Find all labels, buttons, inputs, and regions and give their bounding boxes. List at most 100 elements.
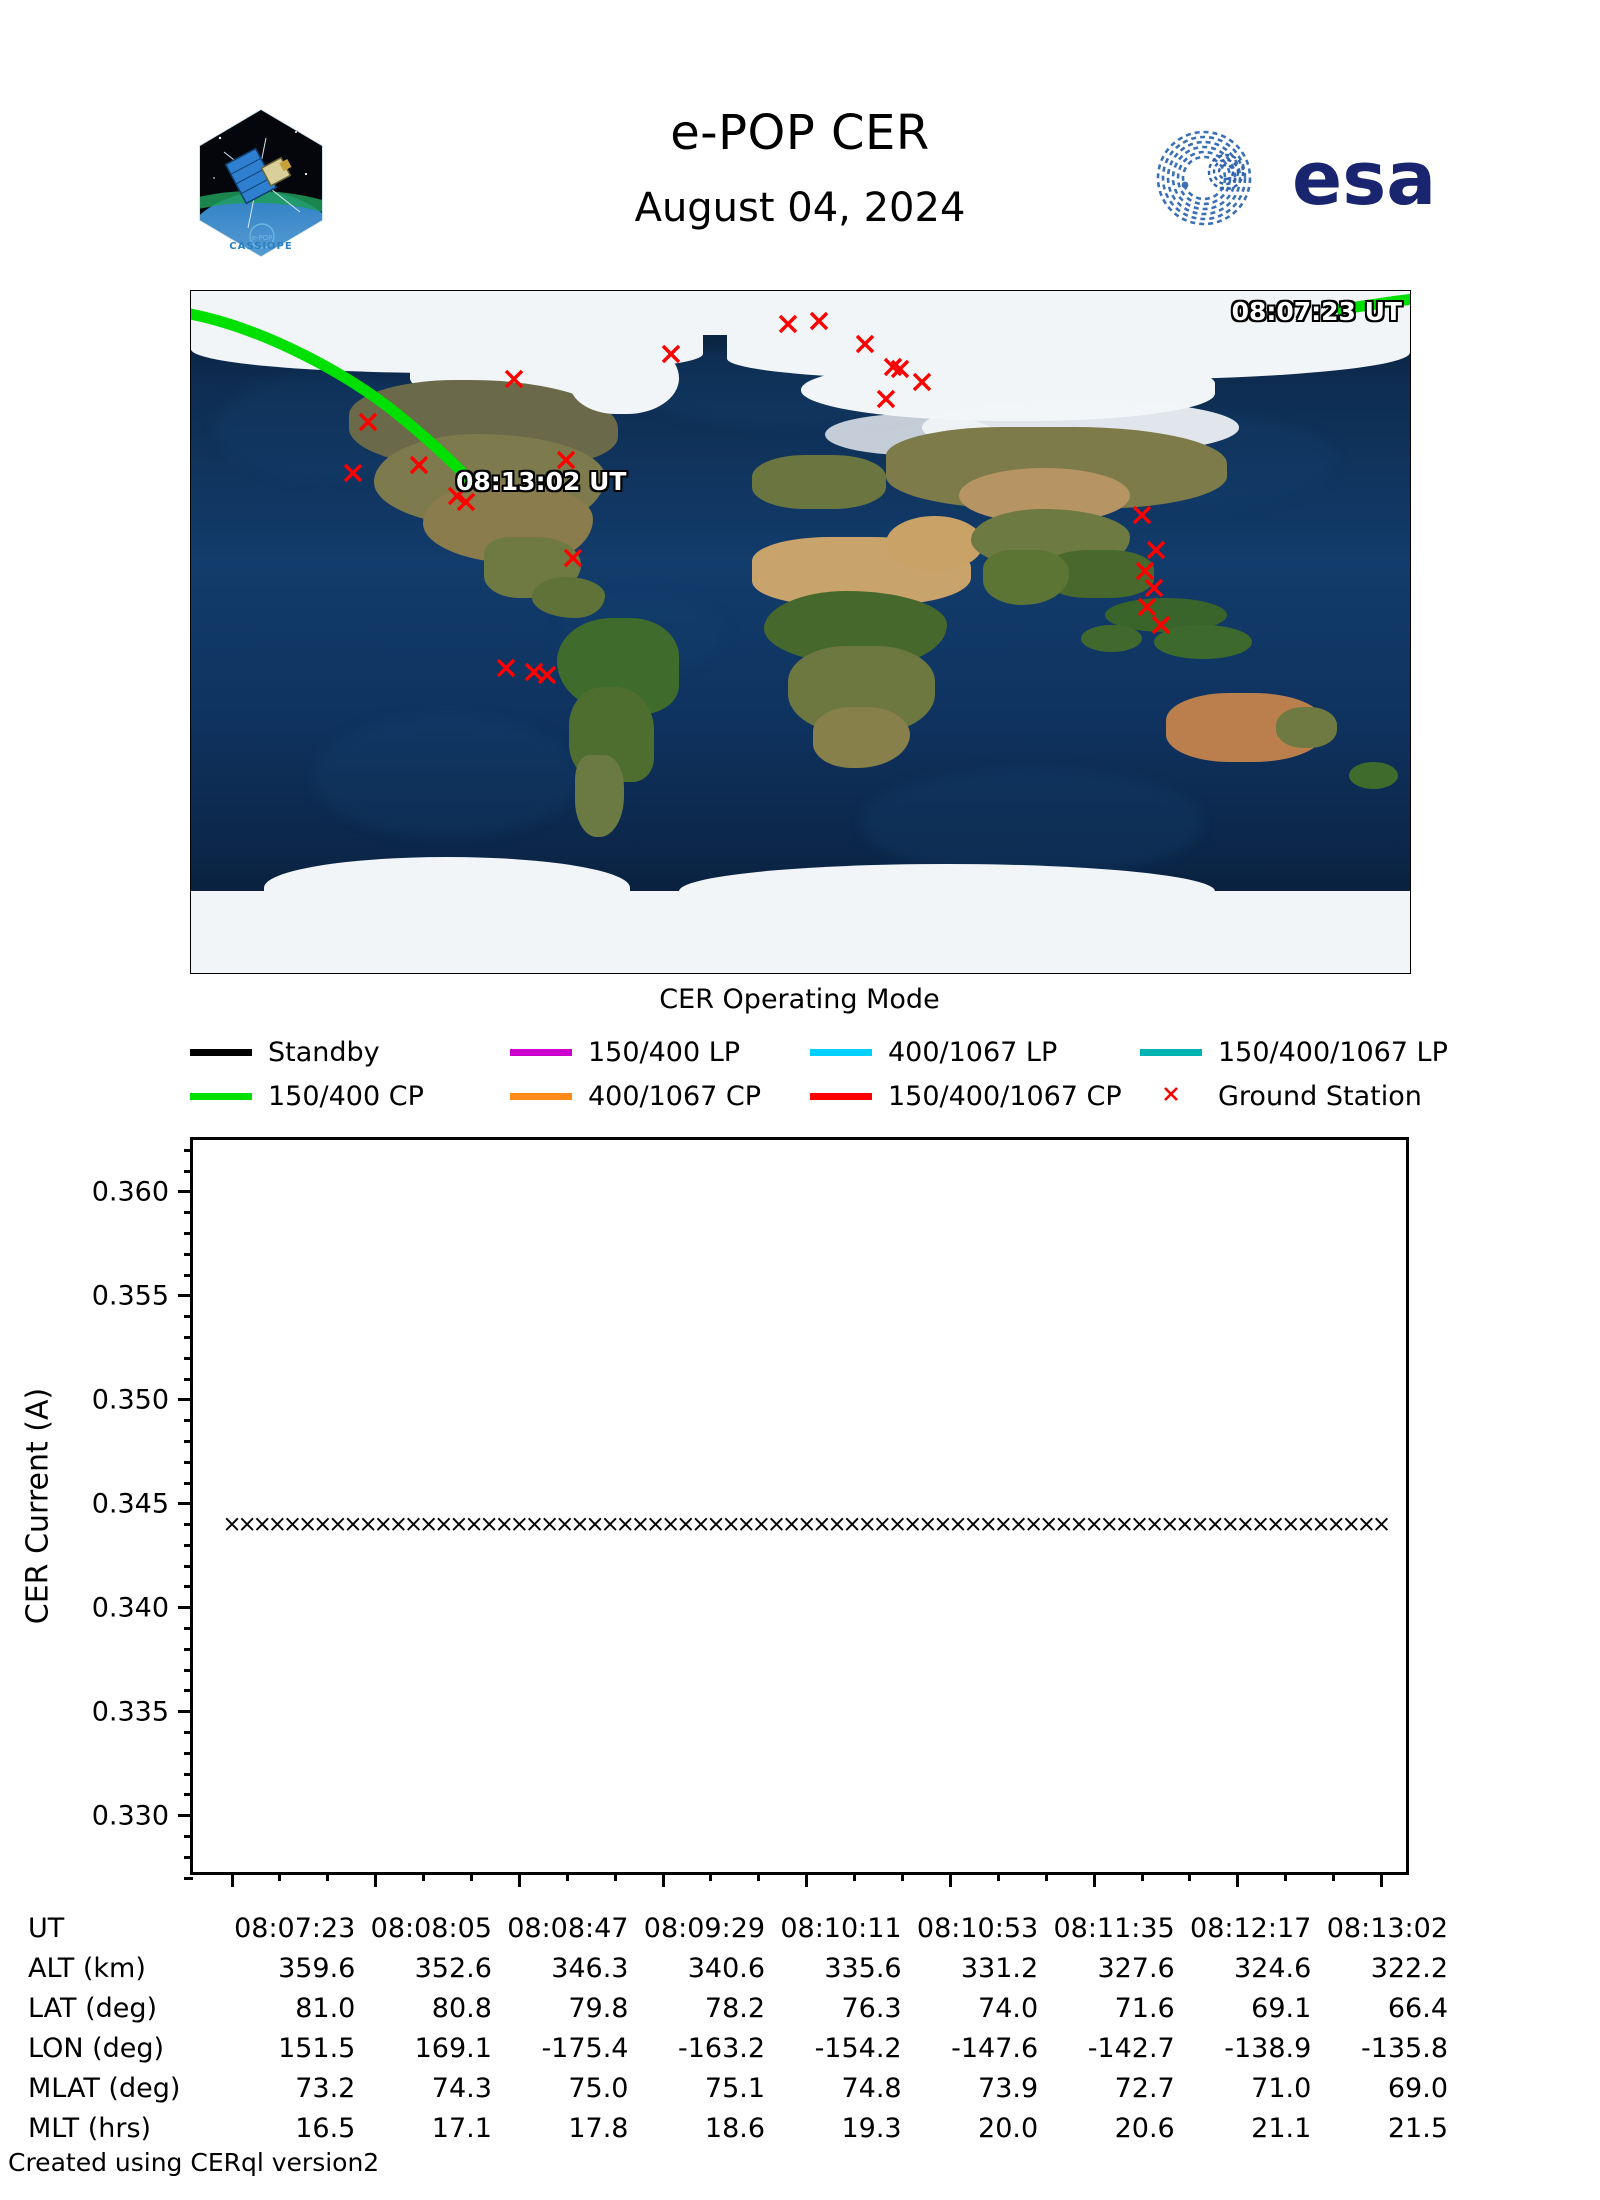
table-row-label: MLAT (deg)	[28, 2072, 181, 2104]
data-point-marker: ×	[464, 1511, 484, 1538]
cassiope-logo-text: CASSIOPE	[229, 241, 292, 252]
table-cell: 16.5	[295, 2112, 356, 2144]
table-cell: 17.1	[431, 2112, 492, 2144]
data-point-marker: ×	[1084, 1511, 1104, 1538]
ground-station-icon	[1150, 614, 1172, 640]
y-tick-minor	[184, 1564, 193, 1568]
table-row: LAT (deg) 81.0 80.8 79.8 78.2 76.3 74.0 71.6 69.…	[28, 1988, 1448, 2028]
data-point-marker: ×	[449, 1511, 469, 1538]
data-point-marker: ×	[1266, 1511, 1286, 1538]
legend-item[interactable]: Ground Station	[1140, 1080, 1422, 1112]
data-point-marker: ×	[857, 1511, 877, 1538]
legend-item[interactable]: 150/400/1067 CP	[810, 1081, 1140, 1112]
table-cell: 08:08:47	[507, 1912, 629, 1944]
map-caption: CER Operating Mode	[659, 984, 940, 1015]
x-tick-major	[948, 1872, 952, 1887]
cassiope-mission-logo: e-POP CASSIOPE	[196, 108, 326, 258]
x-tick-major	[661, 1872, 665, 1887]
legend-item[interactable]: 150/400/1067 LP	[1140, 1037, 1448, 1068]
y-tick-major	[178, 1606, 193, 1610]
legend-row: 150/400 CP 400/1067 CP 150/400/1067 CP Grou…	[190, 1074, 1422, 1118]
cer-current-plot[interactable]: 0.360 0.355 0.350 0.345 0.340 0.335 0.330 × × × ×…	[92, 1137, 1409, 1887]
table-cell: 21.1	[1251, 2112, 1312, 2144]
x-tick-major	[374, 1872, 378, 1887]
x-tick-minor	[469, 1872, 473, 1881]
y-tick-minor	[184, 1772, 193, 1776]
x-tick-minor	[757, 1872, 761, 1881]
table-row: UT 08:07:23 08:08:05 08:08:47 08:09:29 08:10:…	[28, 1908, 1448, 1948]
esa-logo: esa	[1152, 128, 1482, 228]
world-map-panel[interactable]: 08:07:23 UT 08:13:02 UT	[190, 290, 1411, 974]
data-point-marker: ×	[963, 1511, 983, 1538]
table-row-label: MLT (hrs)	[28, 2112, 152, 2144]
table-cell: 81.0	[295, 1992, 356, 2024]
y-tick-minor	[184, 1356, 193, 1360]
data-point-marker: ×	[615, 1511, 635, 1538]
data-point-marker: ×	[1250, 1511, 1271, 1538]
legend-label: 150/400 CP	[268, 1080, 424, 1112]
y-tick-major	[178, 1190, 193, 1194]
x-tick-major	[1092, 1872, 1096, 1887]
table-cell: 69.0	[1387, 2072, 1448, 2104]
legend-color-swatch	[190, 1048, 252, 1056]
data-point-marker: ×	[721, 1511, 741, 1538]
data-point-marker: ×	[1326, 1511, 1346, 1538]
data-point-marker: ×	[600, 1511, 620, 1538]
legend-item[interactable]: Standby	[190, 1037, 510, 1068]
legend-item[interactable]: 400/1067 LP	[810, 1037, 1140, 1068]
data-point-marker: ×	[691, 1511, 711, 1538]
data-point-marker: ×	[403, 1511, 424, 1538]
data-point-marker: ×	[630, 1511, 651, 1538]
table-row-label: UT	[28, 1912, 65, 1944]
legend-label: 150/400/1067 CP	[888, 1080, 1122, 1112]
ground-station-icon	[562, 547, 584, 573]
y-tick-major	[178, 1814, 193, 1818]
map-land-layer	[191, 291, 1410, 973]
ground-station-icon	[503, 368, 525, 394]
table-row-label: LON (deg)	[28, 2032, 165, 2064]
data-point-marker: ×	[1235, 1511, 1256, 1538]
data-point-marker: ×	[434, 1511, 454, 1538]
y-tick-minor	[184, 1834, 193, 1838]
table-row: ALT (km) 359.6 352.6 346.3 340.6 335.6 331.2 32…	[28, 1948, 1448, 1988]
x-tick-minor	[565, 1872, 569, 1881]
legend-label: 400/1067 LP	[888, 1036, 1058, 1068]
x-tick-minor	[422, 1872, 426, 1881]
x-tick-minor	[278, 1872, 282, 1881]
data-point-marker: ×	[1099, 1511, 1119, 1538]
data-point-marker: ×	[1341, 1511, 1361, 1538]
data-point-marker: ×	[1160, 1511, 1180, 1538]
y-tick-minor	[184, 1273, 193, 1277]
table-row-label: LAT (deg)	[28, 1992, 158, 2024]
table-cell: 08:09:29	[643, 1912, 766, 1944]
table-cell: 08:13:02	[1326, 1912, 1448, 1944]
data-point-marker: ×	[252, 1511, 272, 1538]
data-point-marker: ×	[1220, 1511, 1240, 1538]
table-cell: -135.8	[1360, 2032, 1448, 2064]
legend-item[interactable]: 400/1067 CP	[510, 1081, 810, 1112]
data-point-marker: ×	[676, 1511, 696, 1538]
x-tick-minor	[996, 1872, 1000, 1881]
table-cell: 359.6	[278, 1952, 356, 1984]
y-tick-major	[178, 1398, 193, 1402]
table-cell: 18.6	[704, 2112, 766, 2144]
footer-credit: Created using CERql version2	[8, 2148, 380, 2177]
legend-item[interactable]: 150/400 LP	[510, 1037, 810, 1068]
legend-label: Ground Station	[1218, 1080, 1422, 1112]
x-tick-major	[805, 1872, 809, 1887]
table-cell: 75.1	[704, 2072, 766, 2104]
x-tick-major	[517, 1872, 521, 1887]
y-tick-major	[178, 1502, 193, 1506]
y-tick-minor	[184, 1793, 193, 1797]
table-cell: 80.8	[431, 1992, 492, 2024]
ground-station-icon	[555, 449, 577, 475]
data-point-marker: ×	[328, 1511, 348, 1538]
table-cell: 08:11:35	[1053, 1912, 1175, 1944]
legend-item[interactable]: 150/400 CP	[190, 1081, 510, 1112]
y-tick-minor	[184, 1460, 193, 1464]
data-point-marker: ×	[933, 1511, 953, 1538]
table-cell: 331.2	[960, 1952, 1039, 1984]
data-point-marker: ×	[1281, 1511, 1301, 1538]
data-point-marker: ×	[267, 1511, 288, 1538]
x-tick-major	[1236, 1872, 1240, 1887]
